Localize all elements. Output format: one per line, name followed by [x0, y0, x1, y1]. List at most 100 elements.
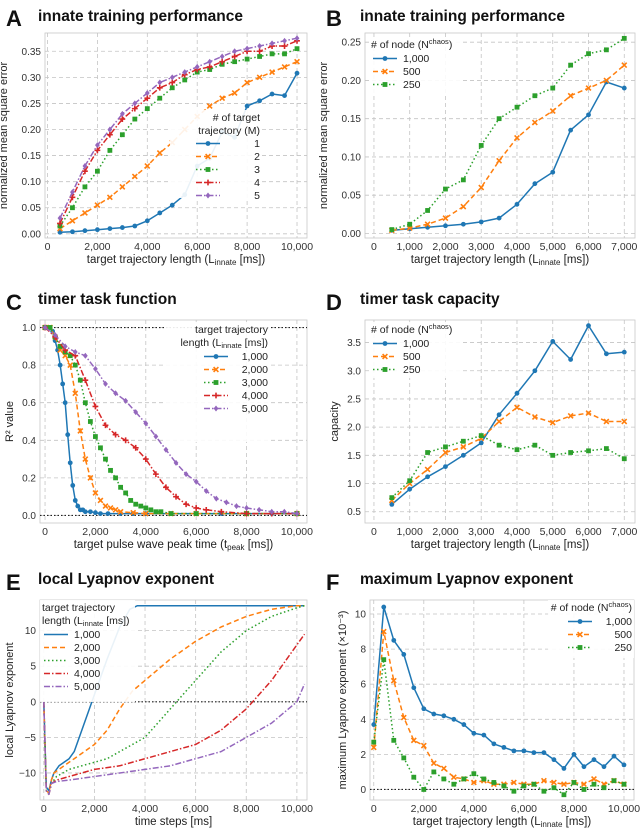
legend-entry: 4,000	[44, 668, 100, 680]
data-point	[119, 132, 125, 138]
legend-label: 5,000	[242, 403, 268, 415]
y-tick-label: 8	[360, 645, 366, 656]
data-point	[585, 85, 592, 92]
y-tick-label: 1.5	[347, 451, 361, 462]
data-point	[407, 478, 413, 484]
data-point	[194, 63, 200, 70]
data-point	[514, 390, 520, 396]
series-group	[42, 324, 300, 517]
data-point	[70, 229, 75, 235]
data-point	[269, 508, 275, 515]
data-point	[113, 390, 118, 397]
data-point	[621, 762, 627, 768]
data-point	[294, 58, 300, 65]
data-point	[118, 484, 124, 490]
data-point	[532, 181, 538, 187]
data-point	[106, 131, 113, 138]
data-point	[571, 751, 577, 757]
data-point	[551, 785, 557, 791]
x-tick-label: 8,000	[233, 803, 259, 815]
data-point	[269, 91, 275, 97]
x-tick-label: 2,000	[432, 526, 458, 538]
data-point	[481, 732, 487, 738]
data-point	[443, 464, 448, 470]
data-point	[531, 119, 538, 126]
data-point	[257, 54, 262, 59]
legend-entry: 500	[373, 66, 421, 78]
data-point	[460, 203, 467, 210]
data-point	[567, 92, 574, 99]
data-point	[389, 501, 395, 507]
data-point	[496, 412, 502, 418]
data-point	[257, 98, 262, 104]
legend-entry: 1,000	[568, 616, 632, 628]
legend-marker	[382, 353, 388, 360]
data-point	[107, 226, 113, 232]
legend-title: length (Linnate [ms])	[180, 337, 268, 350]
data-point	[132, 100, 138, 107]
y-tick-label: 0.4	[22, 436, 36, 447]
x-tick-label: 6,000	[183, 803, 209, 815]
data-point	[193, 478, 199, 485]
legend-marker	[213, 366, 219, 373]
data-point	[62, 400, 68, 406]
data-point	[496, 442, 502, 448]
data-point	[163, 446, 169, 453]
legend-label: 1,000	[242, 351, 268, 363]
data-point	[77, 377, 83, 383]
data-point	[87, 474, 94, 481]
data-point	[460, 438, 466, 444]
legend-background	[170, 110, 262, 198]
legend-entry: 4	[196, 177, 260, 189]
y-axis-label: R² value	[4, 401, 16, 442]
data-point	[60, 381, 66, 387]
data-point	[65, 432, 71, 438]
data-point	[218, 508, 225, 515]
data-point	[590, 775, 597, 782]
data-point	[568, 62, 574, 68]
data-point	[603, 47, 609, 53]
data-point	[42, 324, 48, 331]
y-tick-label: 0.20	[342, 76, 362, 87]
data-point	[294, 46, 300, 52]
y-tick-label: 0.20	[22, 125, 42, 136]
y-tick-label: 5	[30, 662, 36, 673]
y-tick-label: 0.5	[347, 507, 361, 518]
data-point	[47, 325, 53, 330]
x-tick-label: 7,000	[611, 241, 637, 253]
data-point	[371, 722, 377, 727]
data-point	[460, 452, 466, 458]
data-point	[371, 739, 377, 745]
series-line-2	[59, 61, 298, 230]
x-tick-label: 5,000	[540, 241, 566, 253]
y-tick-label: 0.10	[342, 152, 362, 163]
data-point	[131, 173, 138, 180]
y-tick-label: 1.0	[347, 479, 361, 490]
data-point	[531, 750, 537, 756]
legend-label: 3	[254, 164, 260, 176]
data-point	[173, 459, 179, 466]
panel-title: local Lyapnov exponent	[38, 571, 214, 588]
data-point	[213, 495, 219, 502]
data-point	[206, 64, 213, 70]
x-tick-label: 0	[371, 241, 377, 253]
series-group	[57, 35, 300, 235]
series-line-1	[391, 324, 625, 505]
data-point	[113, 475, 118, 481]
legend-title: # of node (Nchaos)	[551, 600, 632, 614]
data-point	[119, 225, 125, 230]
data-point	[82, 400, 88, 406]
legend-title: length (Linnate [ms])	[42, 615, 130, 628]
data-point	[144, 218, 150, 224]
legend-entry: 3,000	[44, 655, 100, 667]
x-tick-label: 0	[371, 526, 377, 538]
data-point	[72, 498, 78, 503]
y-tick-label: −5	[25, 733, 37, 744]
data-point	[411, 774, 417, 780]
x-tick-label: 5,000	[540, 526, 566, 538]
data-point	[550, 452, 556, 458]
data-point	[52, 332, 58, 339]
data-point	[549, 108, 556, 114]
data-point	[591, 757, 597, 763]
